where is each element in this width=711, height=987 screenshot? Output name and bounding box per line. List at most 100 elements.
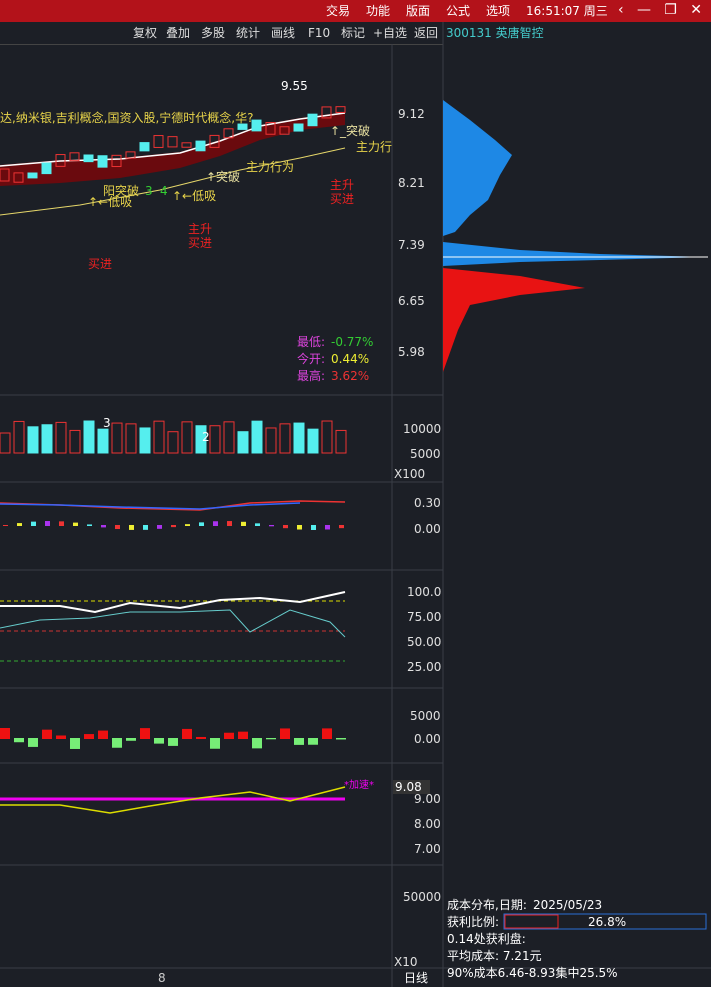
macd-bar xyxy=(297,525,302,530)
candle xyxy=(223,128,234,139)
flow-bar xyxy=(252,738,262,749)
macd-bar xyxy=(59,521,64,526)
flow-bar xyxy=(210,738,220,749)
period[interactable]: 日线 xyxy=(404,971,429,985)
volume-bar xyxy=(335,429,347,454)
flow-bar xyxy=(322,728,332,739)
tool[interactable]: F10 xyxy=(308,26,331,40)
macd-bar xyxy=(227,521,232,526)
candle xyxy=(83,154,94,163)
concepts: 达,纳米银,吉利概念,国资入股,宁德时代概念,华? xyxy=(0,111,254,125)
annotation: ↑←低吸 xyxy=(172,189,217,203)
annotation: 主力行 xyxy=(356,140,393,154)
menu-item[interactable]: 版面 xyxy=(406,4,431,18)
clock: 16:51:07 周三 xyxy=(526,4,608,18)
macd-bar xyxy=(171,525,176,528)
tool[interactable]: 复权 xyxy=(133,26,158,40)
high-marker: 9.55 xyxy=(281,79,308,93)
menu-item[interactable]: 功能 xyxy=(366,4,391,18)
line-panel xyxy=(0,786,346,814)
candle xyxy=(153,135,164,148)
candle xyxy=(139,142,150,152)
volume-bar xyxy=(41,424,53,454)
unit: X100 xyxy=(394,467,426,481)
flow-bar xyxy=(56,735,66,739)
annotation: ↑突破 xyxy=(206,170,241,184)
volume-bar xyxy=(139,427,151,454)
macd-bar xyxy=(157,525,162,529)
tool[interactable]: 返回 xyxy=(414,26,439,40)
volume-bar xyxy=(293,422,305,454)
tool[interactable]: 画线 xyxy=(271,26,296,40)
menu-item[interactable]: 交易 xyxy=(326,4,351,18)
volume-bar xyxy=(321,420,333,454)
flow-bar xyxy=(266,738,276,740)
menu-item[interactable]: 选项 xyxy=(486,4,511,18)
candle xyxy=(209,134,220,148)
flow-bar xyxy=(224,732,234,739)
volume-bar xyxy=(55,421,67,454)
flow-bar xyxy=(14,738,24,743)
annotation: 3 xyxy=(145,184,153,198)
flow-bar xyxy=(28,738,38,747)
candle xyxy=(125,151,136,159)
axis-label: 75.00 xyxy=(407,610,442,624)
macd-bar xyxy=(31,521,36,526)
cost-line: 平均成本: 7.21元 xyxy=(447,949,542,963)
tool[interactable]: 标记 xyxy=(341,26,366,40)
flow-bar xyxy=(70,738,80,749)
volume-bar xyxy=(209,425,221,454)
macd-bar xyxy=(325,525,330,530)
tool[interactable]: +自选 xyxy=(373,26,408,40)
candle xyxy=(111,154,122,168)
stat-label: 最低: xyxy=(297,335,326,349)
macd-bar xyxy=(185,524,190,526)
axis-label: 100.0 xyxy=(407,585,442,599)
stat-value: -0.77% xyxy=(331,335,374,349)
annotation: ↑_突破 xyxy=(330,124,371,138)
axis-label: 9.00 xyxy=(414,792,441,806)
volume-bar xyxy=(307,428,319,454)
macd-bar xyxy=(129,525,134,530)
axis-label: 10000 xyxy=(403,422,442,436)
tool[interactable]: 多股 xyxy=(201,26,226,40)
macd-bar xyxy=(213,521,218,526)
window-controls[interactable]: ‹ — ❐ ✕ xyxy=(618,2,702,18)
flow-bar xyxy=(280,728,290,739)
volume-bar xyxy=(125,423,137,454)
candle xyxy=(181,142,192,148)
candle xyxy=(55,154,66,167)
candle xyxy=(41,162,52,175)
macd-bar xyxy=(283,525,288,529)
tag: *加速* xyxy=(344,780,374,791)
axis-label: 25.00 xyxy=(407,660,442,674)
volume-bar xyxy=(69,429,81,454)
axis-label: 0.00 xyxy=(414,522,441,536)
tool[interactable]: 统计 xyxy=(236,26,261,40)
menu-item[interactable]: 公式 xyxy=(446,4,471,18)
profit-value: 26.8% xyxy=(588,915,627,929)
candle xyxy=(13,172,24,183)
profit-label: 获利比例: xyxy=(447,915,500,929)
volume-bar xyxy=(265,427,277,454)
toolbar xyxy=(0,22,443,45)
cost-date: 2025/05/23 xyxy=(533,898,603,912)
axis-label: 5000 xyxy=(410,447,441,461)
candle xyxy=(335,106,346,113)
candle xyxy=(167,136,178,148)
annotation: 主升买进 xyxy=(330,178,355,206)
volume-bar xyxy=(237,431,249,454)
candle xyxy=(195,140,206,152)
axis-label: 8.21 xyxy=(398,176,425,190)
menu-bar: 交易 功能 版面 公式 选项 16:51:07 周三 ‹ — ❐ ✕ xyxy=(0,0,711,22)
flow-bar xyxy=(182,728,192,739)
axis-label: 50.00 xyxy=(407,635,442,649)
tool[interactable]: 叠加 xyxy=(166,26,191,40)
annotation: 买进 xyxy=(88,257,113,271)
macd-bar xyxy=(45,521,50,526)
flow-bar xyxy=(238,731,248,739)
flow-bar xyxy=(84,734,94,739)
stat-value: 0.44% xyxy=(331,352,370,366)
candle xyxy=(97,155,108,168)
